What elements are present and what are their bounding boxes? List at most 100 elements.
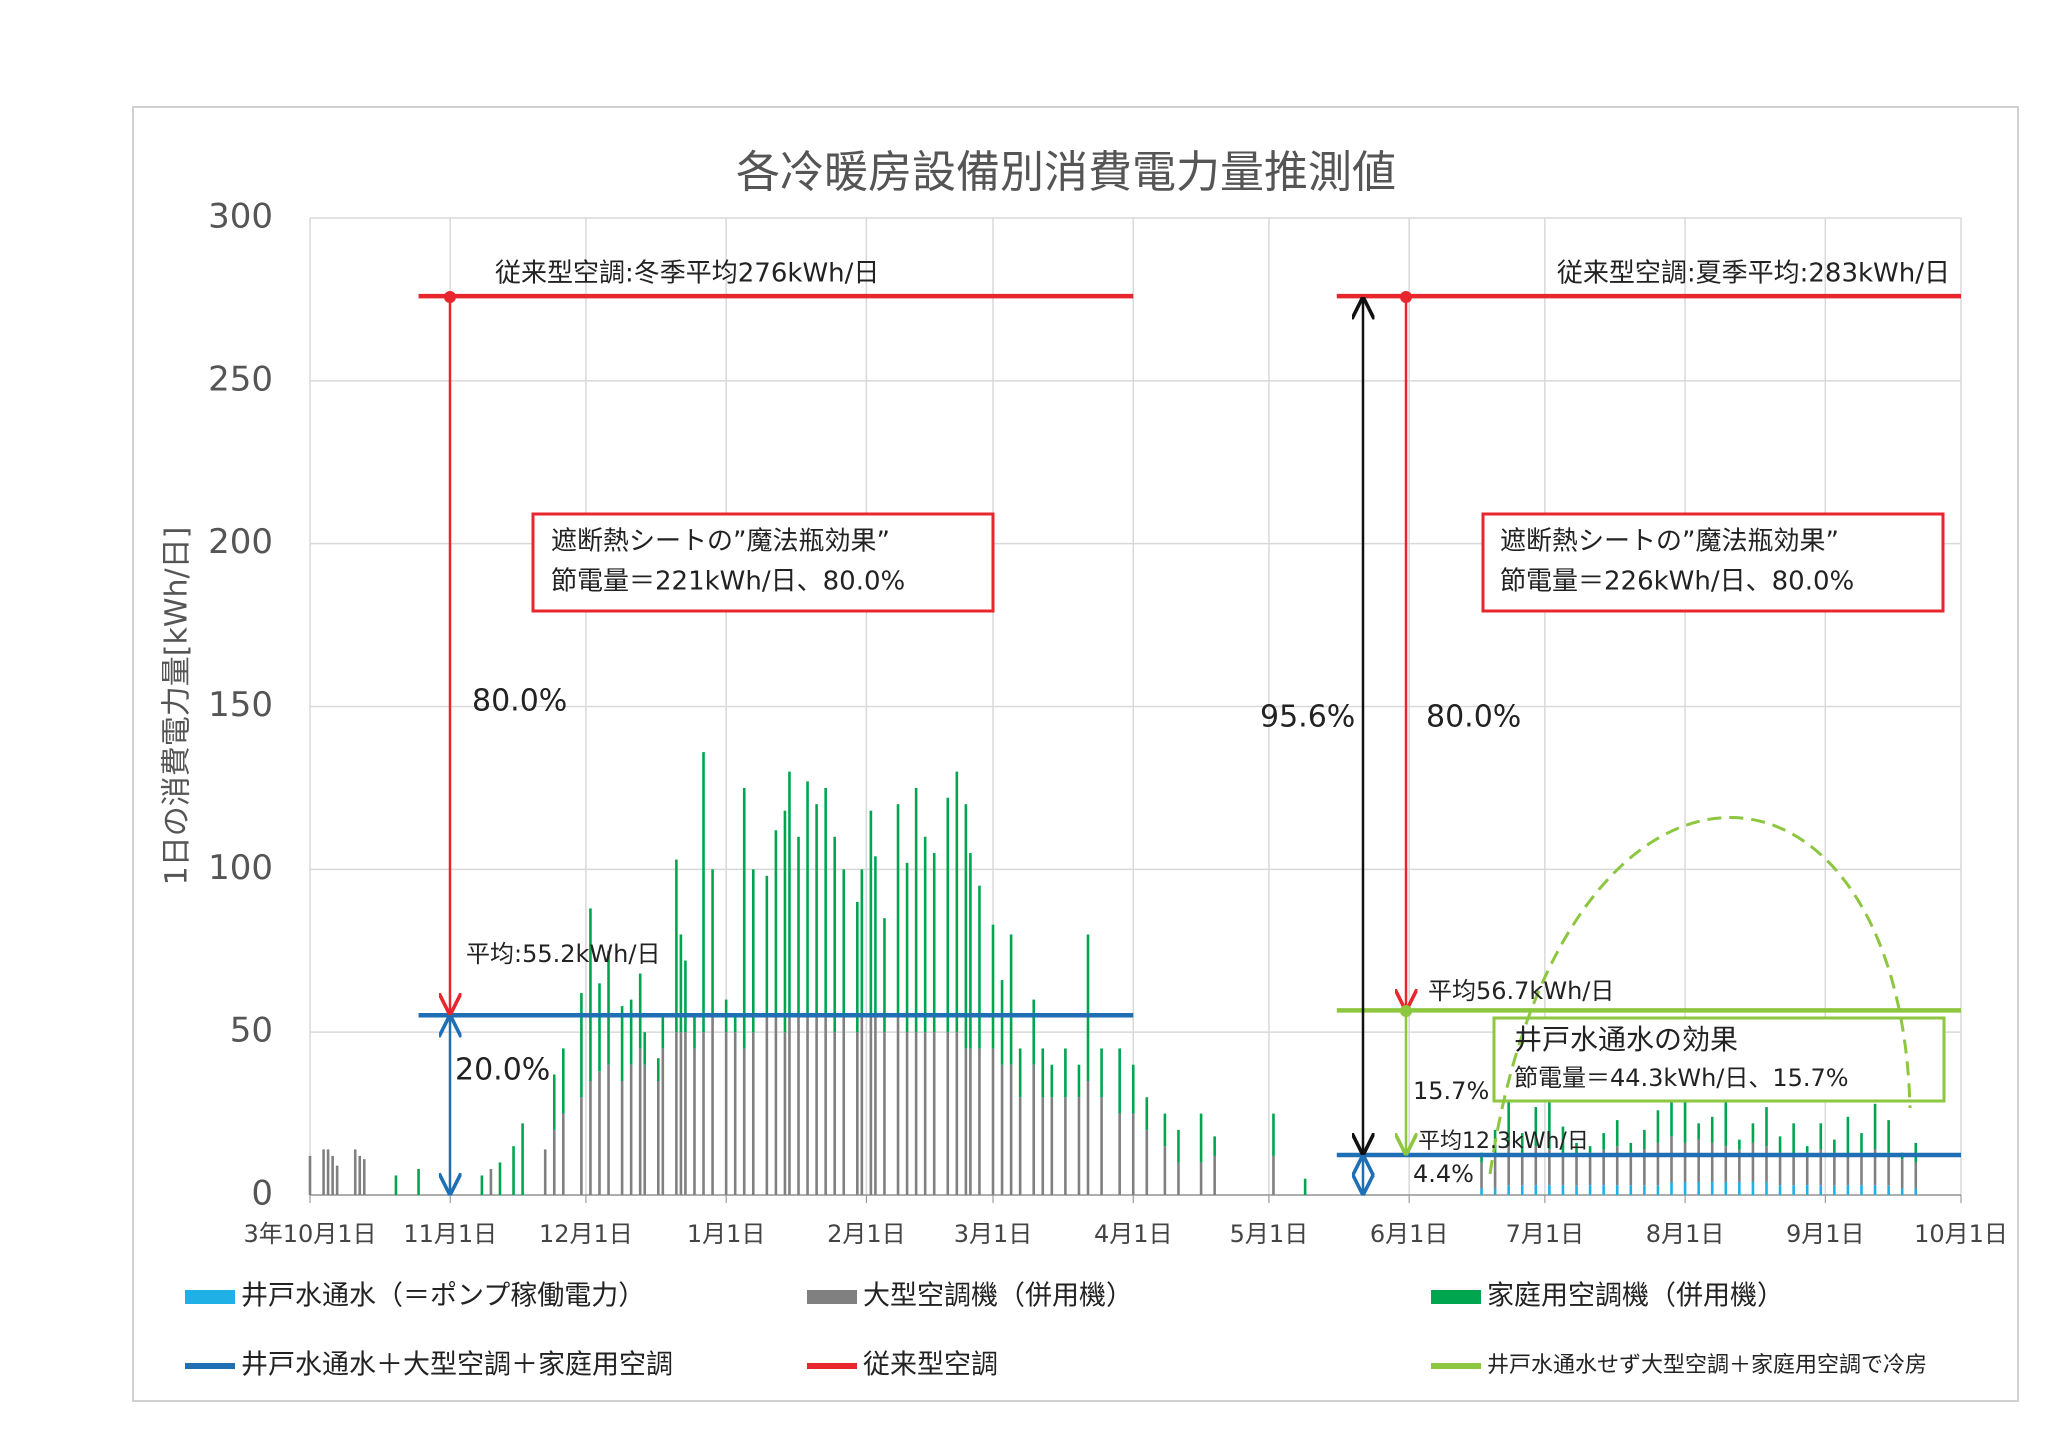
bar-segment bbox=[883, 1032, 886, 1195]
bar-segment bbox=[788, 1015, 791, 1195]
bar-segment bbox=[1018, 1097, 1022, 1195]
bar-segment bbox=[905, 862, 909, 1033]
bar-segment bbox=[1520, 1133, 1524, 1153]
bar-segment bbox=[1670, 1181, 1673, 1195]
y-tick-label: 300 bbox=[208, 197, 273, 237]
bar-segment bbox=[552, 1074, 556, 1130]
bar-segment bbox=[1145, 1097, 1149, 1130]
bar-segment bbox=[797, 836, 800, 1016]
annotation: 平均:55.2kWh/日 bbox=[466, 940, 660, 968]
bar-segment bbox=[656, 1058, 660, 1082]
bar-segment bbox=[733, 1015, 737, 1033]
bar-segment bbox=[711, 869, 714, 1016]
bar-segment bbox=[1805, 1185, 1809, 1195]
bar-segment bbox=[1000, 980, 1004, 1065]
bar-segment bbox=[580, 993, 583, 1098]
bar-segment bbox=[1738, 1139, 1741, 1150]
bar-segment bbox=[964, 804, 968, 1049]
bar-segment bbox=[607, 950, 610, 1065]
bar-segment bbox=[1738, 1181, 1741, 1195]
bar-segment bbox=[620, 1006, 624, 1082]
bar-segment bbox=[1199, 1113, 1203, 1163]
bar-segment bbox=[1900, 1188, 1904, 1195]
bar-segment bbox=[946, 1032, 950, 1195]
bar-segment bbox=[1792, 1123, 1795, 1156]
bar-segment bbox=[702, 752, 705, 1033]
note-box bbox=[531, 512, 995, 613]
bar-segment bbox=[1050, 1064, 1054, 1098]
bar-segment bbox=[1751, 1181, 1755, 1195]
bar-segment bbox=[923, 1032, 927, 1195]
bar-segment bbox=[1000, 1064, 1004, 1195]
bar-segment bbox=[1507, 1100, 1510, 1147]
annotation: 従来型空調:夏季平均:283kWh/日 bbox=[1557, 259, 1950, 289]
bar-segment bbox=[978, 885, 981, 1049]
bar-segment bbox=[833, 836, 837, 1033]
bar-segment bbox=[1602, 1185, 1605, 1195]
bar-segment bbox=[675, 859, 678, 1033]
bar-segment bbox=[589, 1081, 592, 1195]
legend-label: 井戸水通水＋大型空調＋家庭用空調 bbox=[241, 1350, 673, 1381]
bar-segment bbox=[1697, 1139, 1700, 1182]
bar-segment bbox=[856, 901, 859, 1033]
bar-segment bbox=[1615, 1120, 1619, 1147]
bar-segment bbox=[1697, 1181, 1700, 1195]
x-tick-label: 2月1日 bbox=[827, 1220, 906, 1248]
bar-segment bbox=[643, 1064, 647, 1195]
bar-segment bbox=[1792, 1155, 1795, 1186]
bar-segment bbox=[1615, 1185, 1619, 1195]
bar-segment bbox=[1163, 1146, 1167, 1195]
bar-segment bbox=[1493, 1188, 1497, 1195]
bar-segment bbox=[806, 1015, 809, 1195]
bar-segment bbox=[1887, 1120, 1890, 1153]
bar-segment bbox=[1534, 1107, 1538, 1147]
bar-segment bbox=[394, 1175, 398, 1195]
bar-segment bbox=[1118, 1048, 1121, 1114]
annotation-shapes bbox=[444, 291, 1946, 1193]
legend-label: 大型空調機（併用機） bbox=[863, 1281, 1133, 1312]
y-tick-label: 100 bbox=[208, 848, 273, 888]
x-tick-label: 12月1日 bbox=[539, 1220, 633, 1248]
note-box bbox=[1481, 512, 1945, 613]
bar-segment bbox=[1018, 1048, 1022, 1098]
annotation: 従来型空調:冬季平均276kWh/日 bbox=[495, 259, 879, 289]
bar-segment bbox=[1561, 1126, 1565, 1153]
bar-segment bbox=[1588, 1185, 1592, 1195]
bar-segment bbox=[1629, 1142, 1633, 1153]
bar-segment bbox=[1575, 1155, 1578, 1186]
bar-segment bbox=[1100, 1048, 1103, 1098]
x-tick-label: 3年10月1日 bbox=[243, 1220, 376, 1248]
bar-segment bbox=[1860, 1185, 1863, 1195]
annotation: 4.4% bbox=[1413, 1160, 1474, 1188]
bar-segment bbox=[1765, 1181, 1768, 1195]
bar-segment bbox=[1575, 1142, 1578, 1156]
bar-segment bbox=[661, 1048, 665, 1195]
bar-segment bbox=[896, 804, 900, 1016]
bar-segment bbox=[353, 1149, 357, 1195]
annotation: 節電量＝44.3kWh/日、15.7% bbox=[1514, 1064, 1849, 1092]
x-tick-label: 1月1日 bbox=[687, 1220, 766, 1248]
bar-segment bbox=[1873, 1149, 1877, 1186]
legend-swatch bbox=[807, 1290, 857, 1304]
bar-segment bbox=[1724, 1100, 1728, 1147]
y-tick-label: 200 bbox=[208, 522, 273, 562]
bar-segment bbox=[724, 1032, 728, 1195]
bar-segment bbox=[991, 924, 995, 1049]
bar-segment bbox=[1100, 1097, 1103, 1195]
bar-segment bbox=[1724, 1146, 1728, 1182]
bar-segment bbox=[969, 1048, 972, 1195]
bar-segment bbox=[693, 1048, 696, 1195]
bar-segment bbox=[842, 1015, 846, 1195]
bar-segment bbox=[607, 1064, 610, 1195]
bar-segment bbox=[1656, 1142, 1660, 1186]
bar-segment bbox=[580, 1097, 583, 1195]
bar-segment bbox=[932, 1032, 936, 1195]
bar-segment bbox=[1778, 1185, 1782, 1195]
bar-segment bbox=[946, 797, 950, 1033]
bar-segment bbox=[932, 853, 936, 1033]
bar-segment bbox=[1914, 1142, 1918, 1163]
bar-segment bbox=[1480, 1188, 1483, 1195]
bars bbox=[308, 752, 1918, 1195]
bar-segment bbox=[1548, 1149, 1551, 1186]
bar-segment bbox=[1765, 1146, 1768, 1182]
